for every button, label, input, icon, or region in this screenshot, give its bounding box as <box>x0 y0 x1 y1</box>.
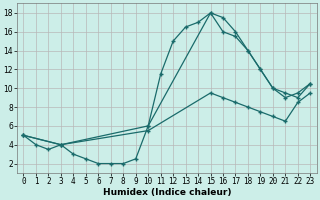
X-axis label: Humidex (Indice chaleur): Humidex (Indice chaleur) <box>103 188 231 197</box>
